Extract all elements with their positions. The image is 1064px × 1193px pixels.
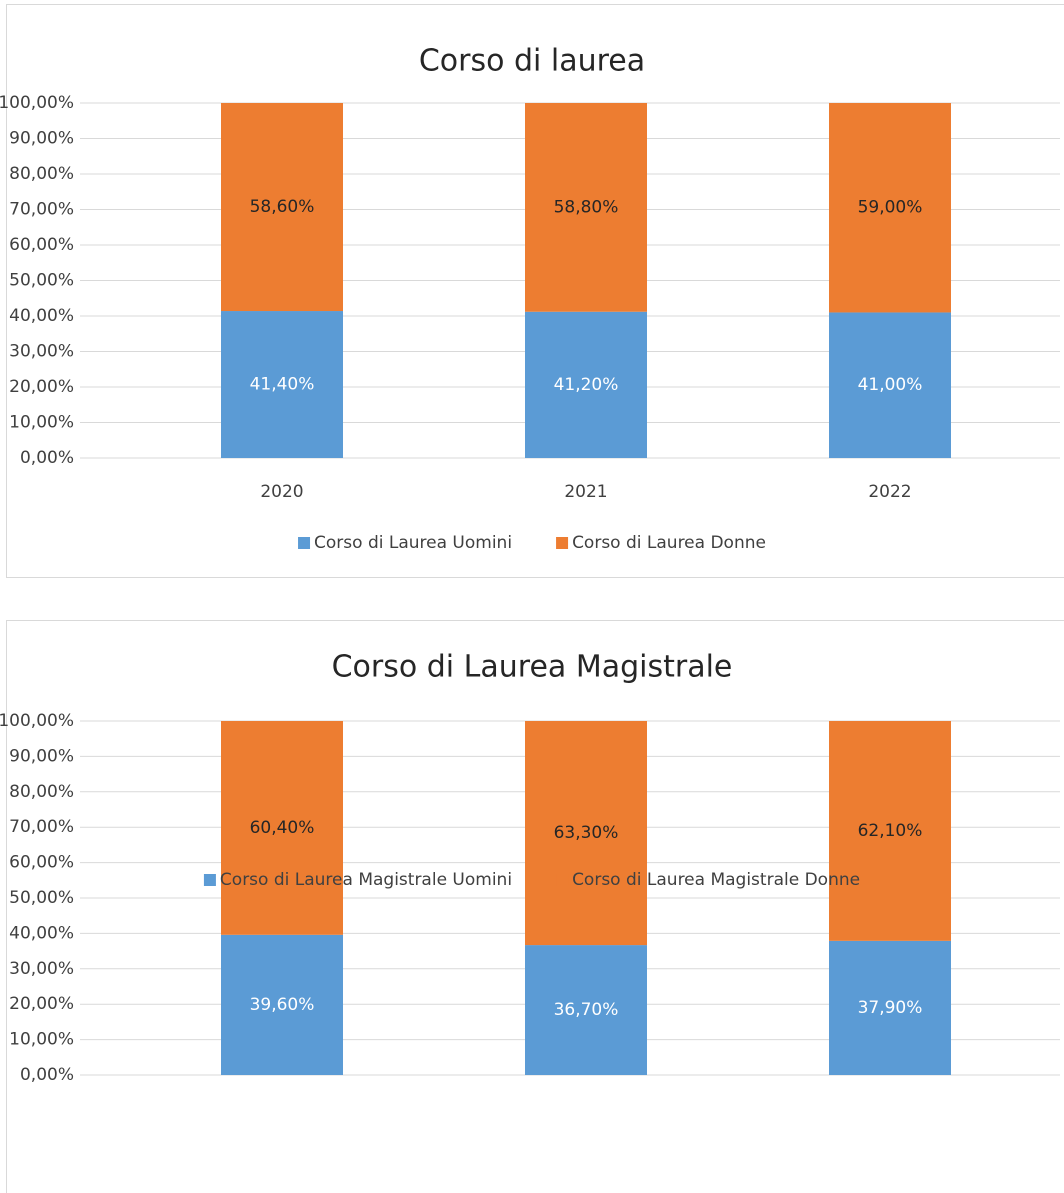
y-tick-label: 20,00%: [9, 994, 74, 1014]
y-tick-label: 10,00%: [9, 1030, 74, 1050]
y-tick-label: 90,00%: [9, 129, 74, 149]
legend-swatch: [203, 874, 216, 886]
data-label: 63,30%: [554, 823, 619, 843]
y-tick-label: 100,00%: [0, 93, 74, 113]
y-tick-label: 60,00%: [9, 235, 74, 255]
y-tick-label: 50,00%: [9, 271, 74, 291]
data-label: 58,80%: [554, 197, 619, 217]
bar-segment: [829, 312, 951, 458]
bar-segment: [221, 721, 343, 935]
data-label: 41,40%: [250, 375, 315, 395]
legend-label: Corso di Laurea Magistrale Donne: [572, 870, 860, 890]
y-tick-label: 40,00%: [9, 923, 74, 943]
bar-segment: [829, 103, 951, 313]
data-label: 37,90%: [858, 998, 923, 1018]
legend-label: Corso di Laurea Magistrale Uomini: [220, 870, 512, 890]
data-label: 41,20%: [554, 375, 619, 395]
y-tick-label: 40,00%: [9, 306, 74, 326]
y-tick-label: 0,00%: [20, 1065, 74, 1085]
data-label: 41,00%: [858, 375, 923, 395]
data-label: 60,40%: [250, 818, 315, 838]
bar-segment: [525, 311, 647, 458]
y-tick-label: 70,00%: [9, 817, 74, 837]
y-tick-label: 80,00%: [9, 164, 74, 184]
y-tick-label: 0,00%: [20, 448, 74, 468]
bar-segment: [221, 934, 343, 1075]
bar-segment: [525, 721, 647, 946]
data-label: 59,00%: [858, 198, 923, 218]
y-tick-label: 30,00%: [9, 959, 74, 979]
legend-label: Corso di Laurea Donne: [572, 533, 766, 553]
bar-segment: [829, 721, 951, 941]
bar-segment: [221, 311, 343, 458]
legend-swatch: [556, 874, 569, 886]
y-tick-label: 20,00%: [9, 377, 74, 397]
y-tick-label: 70,00%: [9, 200, 74, 220]
chart-title: Corso di Laurea Magistrale: [332, 650, 733, 685]
bar-segment: [221, 103, 343, 312]
data-label: 62,10%: [858, 821, 923, 841]
y-tick-label: 100,00%: [0, 711, 74, 731]
y-tick-label: 60,00%: [9, 853, 74, 873]
bar-segment: [525, 945, 647, 1075]
data-label: 36,70%: [554, 1000, 619, 1020]
legend-swatch: [556, 537, 569, 549]
y-tick-label: 80,00%: [9, 782, 74, 802]
chart-title: Corso di laurea: [419, 44, 645, 79]
bar-segment: [829, 940, 951, 1075]
y-tick-label: 30,00%: [9, 342, 74, 362]
y-tick-label: 50,00%: [9, 888, 74, 908]
data-label: 39,60%: [250, 995, 315, 1015]
data-label: 58,60%: [250, 197, 315, 217]
legend-label: Corso di Laurea Uomini: [314, 533, 512, 553]
x-tick-label: 2021: [564, 482, 607, 502]
y-tick-label: 90,00%: [9, 746, 74, 766]
legend-swatch: [298, 537, 311, 549]
bar-segment: [525, 103, 647, 312]
x-tick-label: 2022: [868, 482, 911, 502]
x-tick-label: 2020: [260, 482, 303, 502]
y-tick-label: 10,00%: [9, 413, 74, 433]
